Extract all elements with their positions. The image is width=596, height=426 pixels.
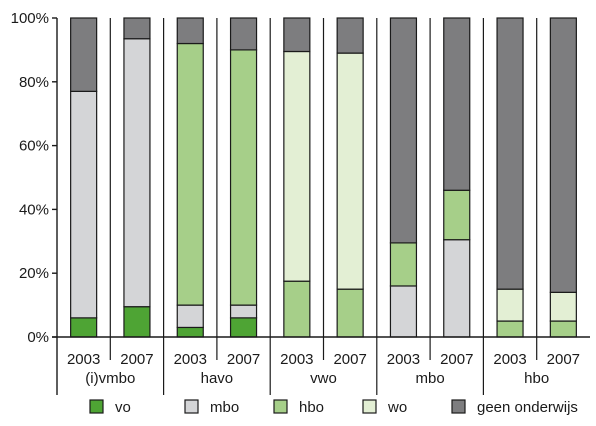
y-tick-label: 80% — [19, 74, 49, 91]
legend-label-mbo: mbo — [210, 399, 239, 416]
y-tick-label: 0% — [27, 329, 49, 346]
bar-segment-hbo-9 — [549, 320, 577, 338]
x-group-label: vwo — [310, 370, 337, 387]
bar-segment-geen-onderwijs-4 — [283, 17, 311, 53]
legend-label-hbo: hbo — [299, 399, 324, 416]
x-tick-year-label: 2003 — [387, 351, 420, 368]
bar-segment-mbo-0 — [70, 90, 98, 319]
bar-segment-hbo-4 — [283, 280, 311, 338]
bar-segment-geen-onderwijs-2 — [176, 17, 204, 45]
bars-layer — [70, 17, 577, 338]
bar-segment-mbo-1 — [123, 38, 151, 308]
bar-segment-geen-onderwijs-0 — [70, 17, 98, 92]
bar-segment-mbo-2 — [176, 304, 204, 329]
x-tick-year-label: 2003 — [280, 351, 313, 368]
bar-segment-hbo-8 — [496, 320, 524, 338]
bar-segment-hbo-5 — [336, 288, 364, 338]
x-tick-year-label: 2003 — [493, 351, 526, 368]
legend-swatch-mbo — [184, 399, 199, 414]
y-tick-label: 60% — [19, 138, 49, 155]
x-group-label: hbo — [524, 370, 549, 387]
x-tick-year-label: 2003 — [67, 351, 100, 368]
bar-segment-hbo-2 — [176, 42, 204, 306]
y-tick-label: 40% — [19, 201, 49, 218]
bar-segment-hbo-3 — [229, 49, 258, 306]
legend-swatch-vo — [89, 399, 104, 414]
legend-label-geen-onderwijs: geen onderwijs — [477, 399, 578, 416]
x-tick-year-label: 2007 — [440, 351, 473, 368]
x-group-label: mbo — [416, 370, 445, 387]
bar-segment-geen-onderwijs-8 — [496, 17, 524, 290]
legend-swatch-geen-onderwijs — [451, 399, 466, 414]
legend-swatch-hbo — [273, 399, 288, 414]
x-tick-year-label: 2007 — [227, 351, 260, 368]
bar-segment-wo-4 — [283, 50, 311, 282]
x-group-label: havo — [201, 370, 234, 387]
x-tick-year-label: 2007 — [547, 351, 580, 368]
y-tick-label: 100% — [11, 10, 49, 27]
bar-segment-hbo-7 — [443, 189, 471, 241]
x-tick-year-label: 2007 — [333, 351, 366, 368]
bar-segment-vo-3 — [229, 317, 258, 338]
axes-layer — [52, 18, 590, 395]
bar-segment-mbo-6 — [389, 285, 418, 338]
y-tick-label: 20% — [19, 265, 49, 282]
bar-segment-mbo-7 — [443, 239, 471, 338]
x-tick-year-label: 2003 — [174, 351, 207, 368]
bar-segment-hbo-6 — [389, 242, 418, 287]
x-tick-labels: 2003 2007 2003 2007 2003 2007 2003 2007 2003 2007… — [67, 351, 580, 387]
bar-segment-wo-8 — [496, 288, 524, 322]
bar-segment-geen-onderwijs-5 — [336, 17, 364, 54]
bar-segment-vo-2 — [176, 326, 204, 338]
legend-label-vo: vo — [115, 399, 131, 416]
bar-segment-geen-onderwijs-3 — [229, 17, 258, 51]
bar-segment-wo-9 — [549, 291, 577, 322]
y-tick-labels: 0% 20% 40% 60% 80% 100% — [11, 10, 57, 346]
bar-segment-vo-0 — [70, 317, 98, 338]
bar-segment-vo-1 — [123, 306, 151, 338]
bar-segment-geen-onderwijs-7 — [443, 17, 471, 191]
x-tick-year-label: 2007 — [120, 351, 153, 368]
bar-segment-wo-5 — [336, 52, 364, 290]
legend: vo mbo hbo wo geen onderwijs — [89, 399, 578, 416]
legend-label-wo: wo — [387, 399, 407, 416]
legend-swatch-wo — [362, 399, 377, 414]
bar-segment-mbo-3 — [229, 304, 258, 319]
bar-segment-geen-onderwijs-6 — [389, 17, 418, 244]
bar-segment-geen-onderwijs-9 — [549, 17, 577, 293]
bar-segment-geen-onderwijs-1 — [123, 17, 151, 40]
x-group-label: (i)vmbo — [85, 370, 135, 387]
